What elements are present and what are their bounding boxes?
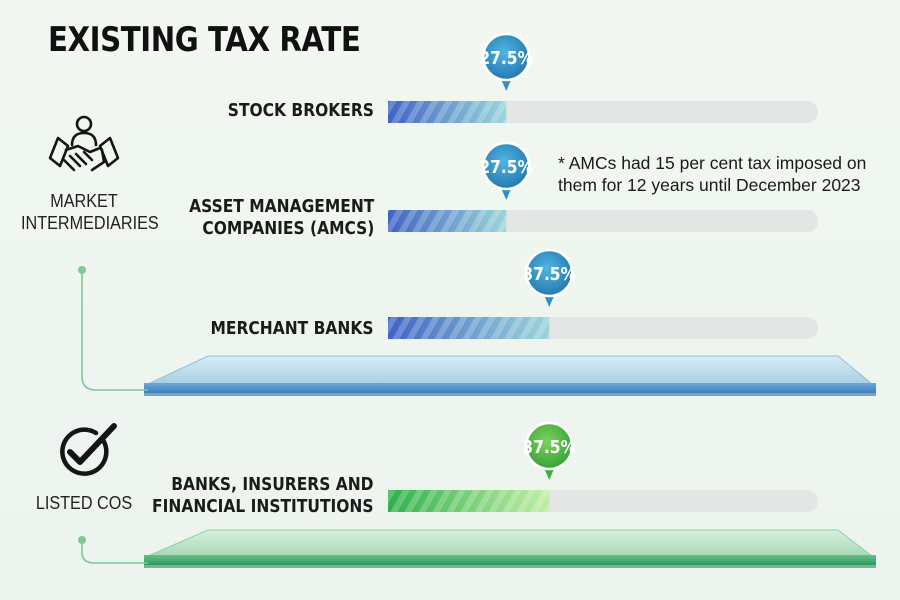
value-label: 37.5% — [522, 436, 576, 457]
footnote-line: them for 12 years until December 2023 — [558, 175, 861, 195]
category-label: BANKS, INSURERS AND FINANCIAL INSTITUTIO… — [152, 474, 374, 517]
value-label: 27.5% — [479, 156, 533, 177]
category-label: ASSET MANAGEMENT COMPANIES (AMCS) — [188, 196, 374, 239]
shelf-market-intermediaries — [144, 355, 876, 396]
value-label: 37.5% — [522, 263, 576, 284]
category-label: MERCHANT BANKS — [211, 318, 374, 339]
value-badge: 37.5% — [522, 248, 576, 307]
badge-circle — [482, 141, 531, 191]
value-label: 27.5% — [479, 47, 533, 68]
connector-line-market — [81, 270, 148, 391]
badge-circle — [482, 32, 531, 82]
shelf-listed-cos — [144, 529, 876, 568]
footnote-line: * AMCs had 15 per cent tax imposed on — [558, 153, 867, 173]
group-label-market-intermediaries: MARKET INTERMEDIARIES — [21, 191, 159, 233]
badge-circle — [525, 248, 574, 298]
category-label: STOCK BROKERS — [227, 100, 374, 121]
badge-circle — [525, 421, 574, 471]
connector-dot-market — [78, 266, 86, 274]
chart-title: EXISTING TAX RATE — [48, 20, 361, 60]
handshake-icon — [48, 115, 120, 172]
bar-stripes — [388, 317, 550, 339]
bar-stripes — [388, 210, 507, 232]
bar-stripes — [388, 490, 550, 512]
checkmark-circle-icon — [60, 423, 117, 476]
footnote: * AMCs had 15 per cent tax imposed on th… — [558, 152, 866, 196]
bar-stripes — [388, 101, 507, 123]
value-badge: 27.5% — [479, 141, 533, 200]
connector-line-listed — [81, 540, 148, 564]
value-badge: 27.5% — [479, 32, 533, 91]
value-badge: 37.5% — [522, 421, 576, 480]
group-label-listed-cos: LISTED COS — [35, 493, 133, 513]
connector-dot-listed — [78, 536, 86, 544]
